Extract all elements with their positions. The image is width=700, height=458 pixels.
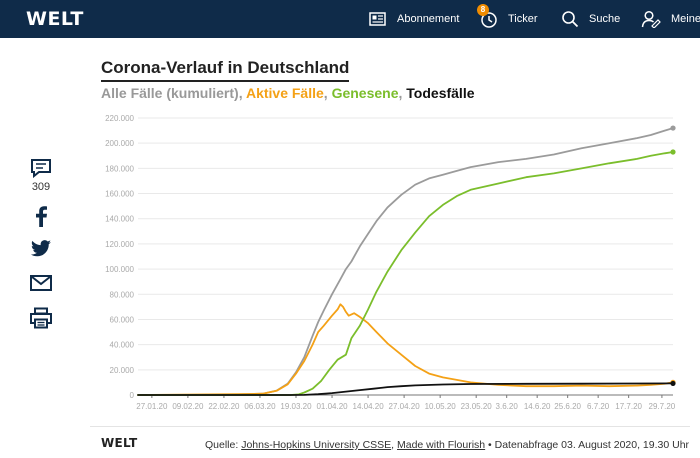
y-tick-label: 100.000 (105, 265, 134, 274)
x-tick-label: 14.6.20 (524, 402, 551, 411)
nav-abonnement[interactable]: Abonnement (369, 0, 459, 38)
print-button[interactable] (26, 307, 56, 334)
x-tick-label: 09.02.20 (172, 402, 204, 411)
footer-welt-logo: WELT (101, 436, 138, 450)
nav-ticker[interactable]: Ticker (480, 0, 538, 38)
nav-abonnement-label: Abonnement (397, 13, 460, 25)
y-tick-label: 200.000 (105, 139, 134, 148)
footer-divider (90, 426, 690, 427)
series-end-point-genesene (670, 149, 676, 155)
x-tick-label: 23.05.20 (461, 402, 493, 411)
printer-icon (30, 307, 52, 334)
user-icon (641, 10, 661, 28)
x-tick-label: 17.7.20 (615, 402, 642, 411)
x-tick-label: 22.02.20 (208, 402, 240, 411)
nav-meine[interactable]: Meine (641, 0, 700, 38)
ticker-badge: 8 (477, 4, 489, 16)
envelope-icon (30, 275, 52, 296)
y-tick-label: 0 (130, 391, 135, 400)
x-tick-label: 01.04.20 (316, 402, 348, 411)
y-tick-label: 160.000 (105, 190, 134, 199)
source-link-flourish[interactable]: Made with Flourish (397, 439, 486, 451)
y-tick-label: 220.000 (105, 114, 134, 123)
y-tick-label: 140.000 (105, 215, 134, 224)
comments-button[interactable] (26, 158, 56, 183)
nav-ticker-label: Ticker (508, 13, 538, 25)
series-end-point-todesf-lle (670, 380, 676, 387)
twitter-share-button[interactable] (26, 240, 56, 263)
legend-all-cases[interactable]: Alle Fälle (kumuliert) (101, 85, 239, 101)
facebook-icon (34, 205, 48, 232)
x-tick-label: 6.7.20 (587, 402, 610, 411)
source-separator: , (391, 439, 397, 451)
x-tick-label: 10.05.20 (425, 402, 457, 411)
clock-icon (480, 10, 498, 28)
series-line-genesene (137, 151, 674, 396)
source-date: • Datenabfrage 03. August 2020, 19.30 Uh… (485, 439, 690, 451)
search-icon (561, 10, 579, 28)
welt-logo[interactable]: WELT (26, 8, 84, 30)
x-tick-label: 3.6.20 (496, 402, 519, 411)
x-tick-label: 14.04.20 (353, 402, 385, 411)
newspaper-icon (369, 11, 387, 27)
series-line-aktive-f-lle (137, 303, 674, 396)
comments-count[interactable]: 309 (31, 181, 51, 193)
legend-separator: , (238, 85, 246, 101)
x-tick-label: 25.6.20 (554, 402, 581, 411)
y-tick-label: 20.000 (110, 366, 135, 375)
nav-meine-label: Meine (671, 13, 700, 25)
y-tick-label: 120.000 (105, 240, 134, 249)
legend-active-cases[interactable]: Aktive Fälle (245, 85, 324, 101)
y-tick-label: 40.000 (110, 341, 135, 350)
y-tick-label: 80.000 (110, 290, 135, 299)
chart-legend-subtitle: Alle Fälle (kumuliert), Aktive Fälle, Ge… (101, 85, 475, 101)
twitter-icon (30, 240, 52, 263)
series-line-todesf-lle (137, 382, 674, 396)
x-tick-label: 19.03.20 (280, 402, 312, 411)
x-tick-label: 06.03.20 (244, 402, 276, 411)
series-end-point-alle-f-lle-kumuliert (670, 125, 676, 131)
comment-icon (30, 158, 52, 183)
legend-recovered[interactable]: Genesene (331, 85, 399, 101)
nav-suche[interactable]: Suche (561, 0, 620, 38)
chart-title: Corona-Verlauf in Deutschland (101, 58, 350, 82)
facebook-share-button[interactable] (26, 205, 56, 232)
legend-separator: , (323, 85, 332, 101)
site-header: WELT Abonnement Ticker 8 Suche Meine (0, 0, 700, 38)
x-tick-label: 29.7.20 (649, 402, 676, 411)
y-tick-label: 60.000 (110, 315, 135, 324)
chart-source: Quelle: Johns-Hopkins University CSSE, M… (205, 439, 689, 451)
source-prefix: Quelle: (205, 439, 242, 451)
x-tick-label: 27.04.20 (389, 402, 421, 411)
legend-separator: , (398, 85, 407, 101)
x-tick-label: 27.01.20 (136, 402, 168, 411)
source-link-jhu[interactable]: Johns-Hopkins University CSSE (241, 439, 392, 451)
legend-deaths[interactable]: Todesfälle (406, 85, 475, 101)
email-share-button[interactable] (26, 275, 56, 296)
y-tick-label: 180.000 (105, 164, 134, 173)
nav-suche-label: Suche (589, 13, 621, 25)
